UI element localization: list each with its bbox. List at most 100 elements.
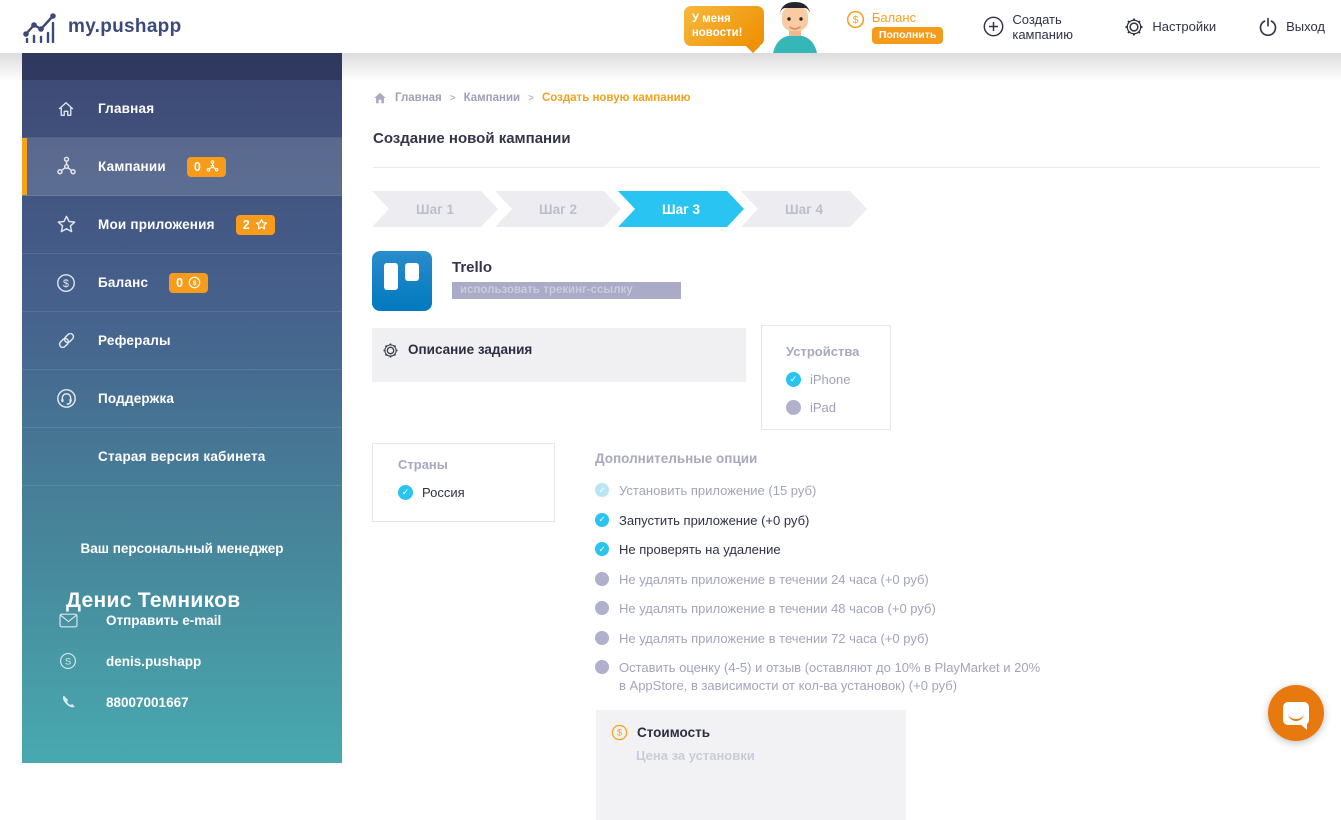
sidebar-item-label: Главная xyxy=(98,101,155,116)
app-summary: Trello использовать трекинг-ссылку xyxy=(372,251,681,311)
manager-block: Ваш персональный менеджер Денис Темников… xyxy=(22,541,342,734)
mail-icon xyxy=(58,613,78,628)
sidebar-item-label: Кампании xyxy=(98,159,166,174)
extra-options-section: Дополнительные опции ✓ Установить прилож… xyxy=(595,451,1041,706)
manager-email-link[interactable]: Отправить e-mail xyxy=(58,613,342,628)
support-icon xyxy=(55,388,77,409)
trello-app-icon xyxy=(372,251,432,311)
title-divider xyxy=(373,167,1320,168)
sidebar-item-label: Рефералы xyxy=(98,333,171,348)
sidebar-item-home[interactable]: Главная xyxy=(22,80,342,138)
settings-label: Настройки xyxy=(1152,19,1217,34)
breadcrumb-home-icon xyxy=(373,91,387,105)
unchecked-icon xyxy=(595,601,609,615)
option-keep-72h[interactable]: Не удалять приложение в течении 72 часа … xyxy=(595,630,1041,648)
create-campaign-button[interactable]: Создать кампанию xyxy=(983,12,1082,42)
step-3[interactable]: Шаг 3 xyxy=(618,191,744,227)
option-no-removal-check[interactable]: ✓ Не проверять на удаление xyxy=(595,541,1041,559)
manager-avatar[interactable] xyxy=(766,2,824,53)
devices-title: Устройства xyxy=(786,344,860,359)
unchecked-icon xyxy=(786,400,801,415)
unchecked-icon xyxy=(595,571,609,586)
news-bubble[interactable]: У меня новости! xyxy=(683,6,764,46)
sidebar-item-label: Старая версия кабинета xyxy=(98,449,266,464)
sidebar-item-my-apps[interactable]: Мои приложения 2 xyxy=(22,196,342,254)
device-option-ipad[interactable]: iPad xyxy=(786,400,890,415)
svg-text:S: S xyxy=(65,656,71,667)
breadcrumb-separator: > xyxy=(449,92,456,104)
countries-panel: Страны ✓ Россия xyxy=(372,443,555,522)
plus-circle-icon xyxy=(983,16,1004,37)
logout-label: Выход xyxy=(1286,19,1325,34)
gear-icon xyxy=(382,342,399,382)
settings-button[interactable]: Настройки xyxy=(1124,17,1216,37)
balance-widget[interactable]: $ Баланс Пополнить xyxy=(846,10,944,44)
campaigns-badge: 0 xyxy=(186,156,226,177)
breadcrumb-home[interactable]: Главная xyxy=(395,92,442,104)
extra-options-title: Дополнительные опции xyxy=(595,451,758,466)
manager-phone-link[interactable]: 88007001667 xyxy=(58,694,342,710)
header: my.pushapp У меня новости! $ xyxy=(0,0,1341,53)
unchecked-icon xyxy=(595,660,609,674)
option-keep-24h[interactable]: Не удалять приложение в течении 24 часа … xyxy=(595,571,1041,589)
option-leave-review[interactable]: Оставить оценку (4-5) и отзыв (оставляют… xyxy=(595,659,1041,694)
phone-icon xyxy=(58,694,78,710)
dollar-circle-icon: $ xyxy=(55,273,77,293)
task-description-section: Описание задания xyxy=(372,328,746,382)
balance-label: Баланс xyxy=(871,9,917,25)
power-icon xyxy=(1258,17,1278,37)
sidebar-top-strip xyxy=(22,53,342,80)
skype-icon: S xyxy=(58,652,78,670)
sidebar-item-support[interactable]: Поддержка xyxy=(22,370,342,428)
dollar-circle-icon: $ xyxy=(846,10,865,29)
step-wizard: Шаг 1 Шаг 2 Шаг 3 Шаг 4 xyxy=(372,191,864,227)
option-keep-48h[interactable]: Не удалять приложение в течении 48 часов… xyxy=(595,600,1041,618)
my-apps-badge: 2 xyxy=(235,214,275,235)
topup-button[interactable]: Пополнить xyxy=(871,26,944,44)
manager-name: Денис Темников xyxy=(66,589,241,612)
countries-title: Страны xyxy=(398,457,448,472)
svg-text:$: $ xyxy=(63,277,69,289)
campaigns-icon xyxy=(55,156,77,177)
device-option-iphone[interactable]: ✓ iPhone xyxy=(786,372,890,387)
news-widget: У меня новости! xyxy=(683,0,824,53)
option-launch-app[interactable]: ✓ Запустить приложение (+0 руб) xyxy=(595,512,1041,530)
checked-icon: ✓ xyxy=(595,542,609,556)
cost-section: $ Стоимость Цена за установки xyxy=(596,710,906,820)
country-option-russia[interactable]: ✓ Россия xyxy=(398,485,554,500)
devices-panel: Устройства ✓ iPhone iPad xyxy=(761,325,891,430)
sidebar: Главная Кампании 0 Мои приложения 2 xyxy=(22,53,342,763)
main-content: Главная > Кампании > Создать новую кампа… xyxy=(342,53,1341,820)
logo[interactable]: my.pushapp xyxy=(22,11,182,43)
task-description-title: Описание задания xyxy=(408,342,533,357)
manager-skype-link[interactable]: S denis.pushapp xyxy=(58,652,342,670)
cost-title: Стоимость xyxy=(637,725,711,740)
checked-icon: ✓ xyxy=(786,372,801,387)
chat-bubble-icon xyxy=(1283,701,1309,730)
sidebar-item-balance[interactable]: $ Баланс 0 $ xyxy=(22,254,342,312)
sidebar-item-label: Баланс xyxy=(98,275,149,290)
step-2[interactable]: Шаг 2 xyxy=(495,191,621,227)
breadcrumb-separator: > xyxy=(528,92,534,104)
logout-button[interactable]: Выход xyxy=(1258,17,1325,37)
tracking-link-button[interactable]: использовать трекинг-ссылку xyxy=(452,282,681,299)
sidebar-item-label: Мои приложения xyxy=(98,217,215,232)
logo-text: my.pushapp xyxy=(68,15,182,37)
cost-subtitle: Цена за установки xyxy=(636,748,755,763)
svg-text:$: $ xyxy=(617,728,622,738)
chat-button[interactable] xyxy=(1268,685,1324,741)
svg-text:$: $ xyxy=(193,280,197,287)
unchecked-icon xyxy=(595,630,609,645)
manager-title: Ваш персональный менеджер xyxy=(80,541,284,556)
sidebar-item-campaigns[interactable]: Кампании 0 xyxy=(22,138,342,196)
sidebar-item-old-version[interactable]: Старая версия кабинета xyxy=(22,428,342,486)
step-4[interactable]: Шаг 4 xyxy=(741,191,867,227)
step-1[interactable]: Шаг 1 xyxy=(372,191,498,227)
sidebar-item-referrals[interactable]: Рефералы xyxy=(22,312,342,370)
breadcrumb-current: Создать новую кампанию xyxy=(541,92,691,104)
dollar-circle-icon: $ xyxy=(611,724,628,741)
breadcrumb-campaigns[interactable]: Кампании xyxy=(463,92,521,104)
option-install-app: ✓ Установить приложение (15 руб) xyxy=(595,482,1041,500)
star-icon xyxy=(55,214,77,235)
balance-badge: 0 $ xyxy=(169,272,209,293)
